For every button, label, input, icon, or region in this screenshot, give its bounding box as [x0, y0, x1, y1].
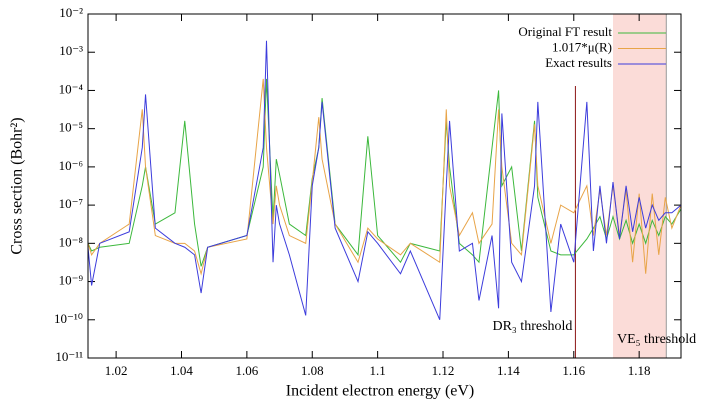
legend-label: 1.017*μ(R)	[552, 39, 612, 54]
y-tick-label: 10⁻¹⁰	[54, 311, 83, 326]
y-tick-label: 10⁻⁴	[59, 81, 84, 96]
shaded-region	[613, 14, 667, 358]
y-tick-label: 10⁻³	[59, 43, 83, 58]
y-tick-label: 10⁻⁷	[59, 196, 83, 211]
region-label: VE₅ threshold	[617, 332, 696, 347]
legend-label: Exact results	[545, 55, 612, 70]
x-axis-label: Incident electron energy (eV)	[286, 383, 475, 400]
x-tick-label: 1.06	[235, 363, 258, 378]
plot-frame	[87, 13, 682, 359]
x-tick-label: 1.04	[170, 363, 193, 378]
series-line	[87, 40, 682, 320]
y-tick-label: 10⁻⁹	[59, 273, 84, 288]
x-tick-label: 1.14	[497, 363, 520, 378]
x-tick-label: 1.02	[105, 363, 128, 378]
series-line	[87, 78, 682, 267]
y-tick-label: 10⁻⁶	[59, 158, 83, 173]
x-tick-label: 1.16	[562, 363, 585, 378]
x-tick-label: 1.08	[301, 363, 324, 378]
y-axis-label: Cross section (Bohr²)	[9, 117, 26, 254]
x-tick-label: 1.1	[370, 363, 386, 378]
x-tick-label: 1.18	[628, 363, 651, 378]
y-tick-label: 10⁻⁸	[59, 234, 84, 249]
x-tick-label: 1.12	[432, 363, 455, 378]
y-tick-label: 10⁻⁵	[59, 120, 83, 135]
legend-label: Original FT result	[518, 24, 612, 39]
threshold-label: DR₃ threshold	[492, 319, 572, 334]
y-tick-label: 10⁻¹¹	[55, 349, 83, 364]
y-tick-label: 10⁻²	[59, 5, 83, 20]
